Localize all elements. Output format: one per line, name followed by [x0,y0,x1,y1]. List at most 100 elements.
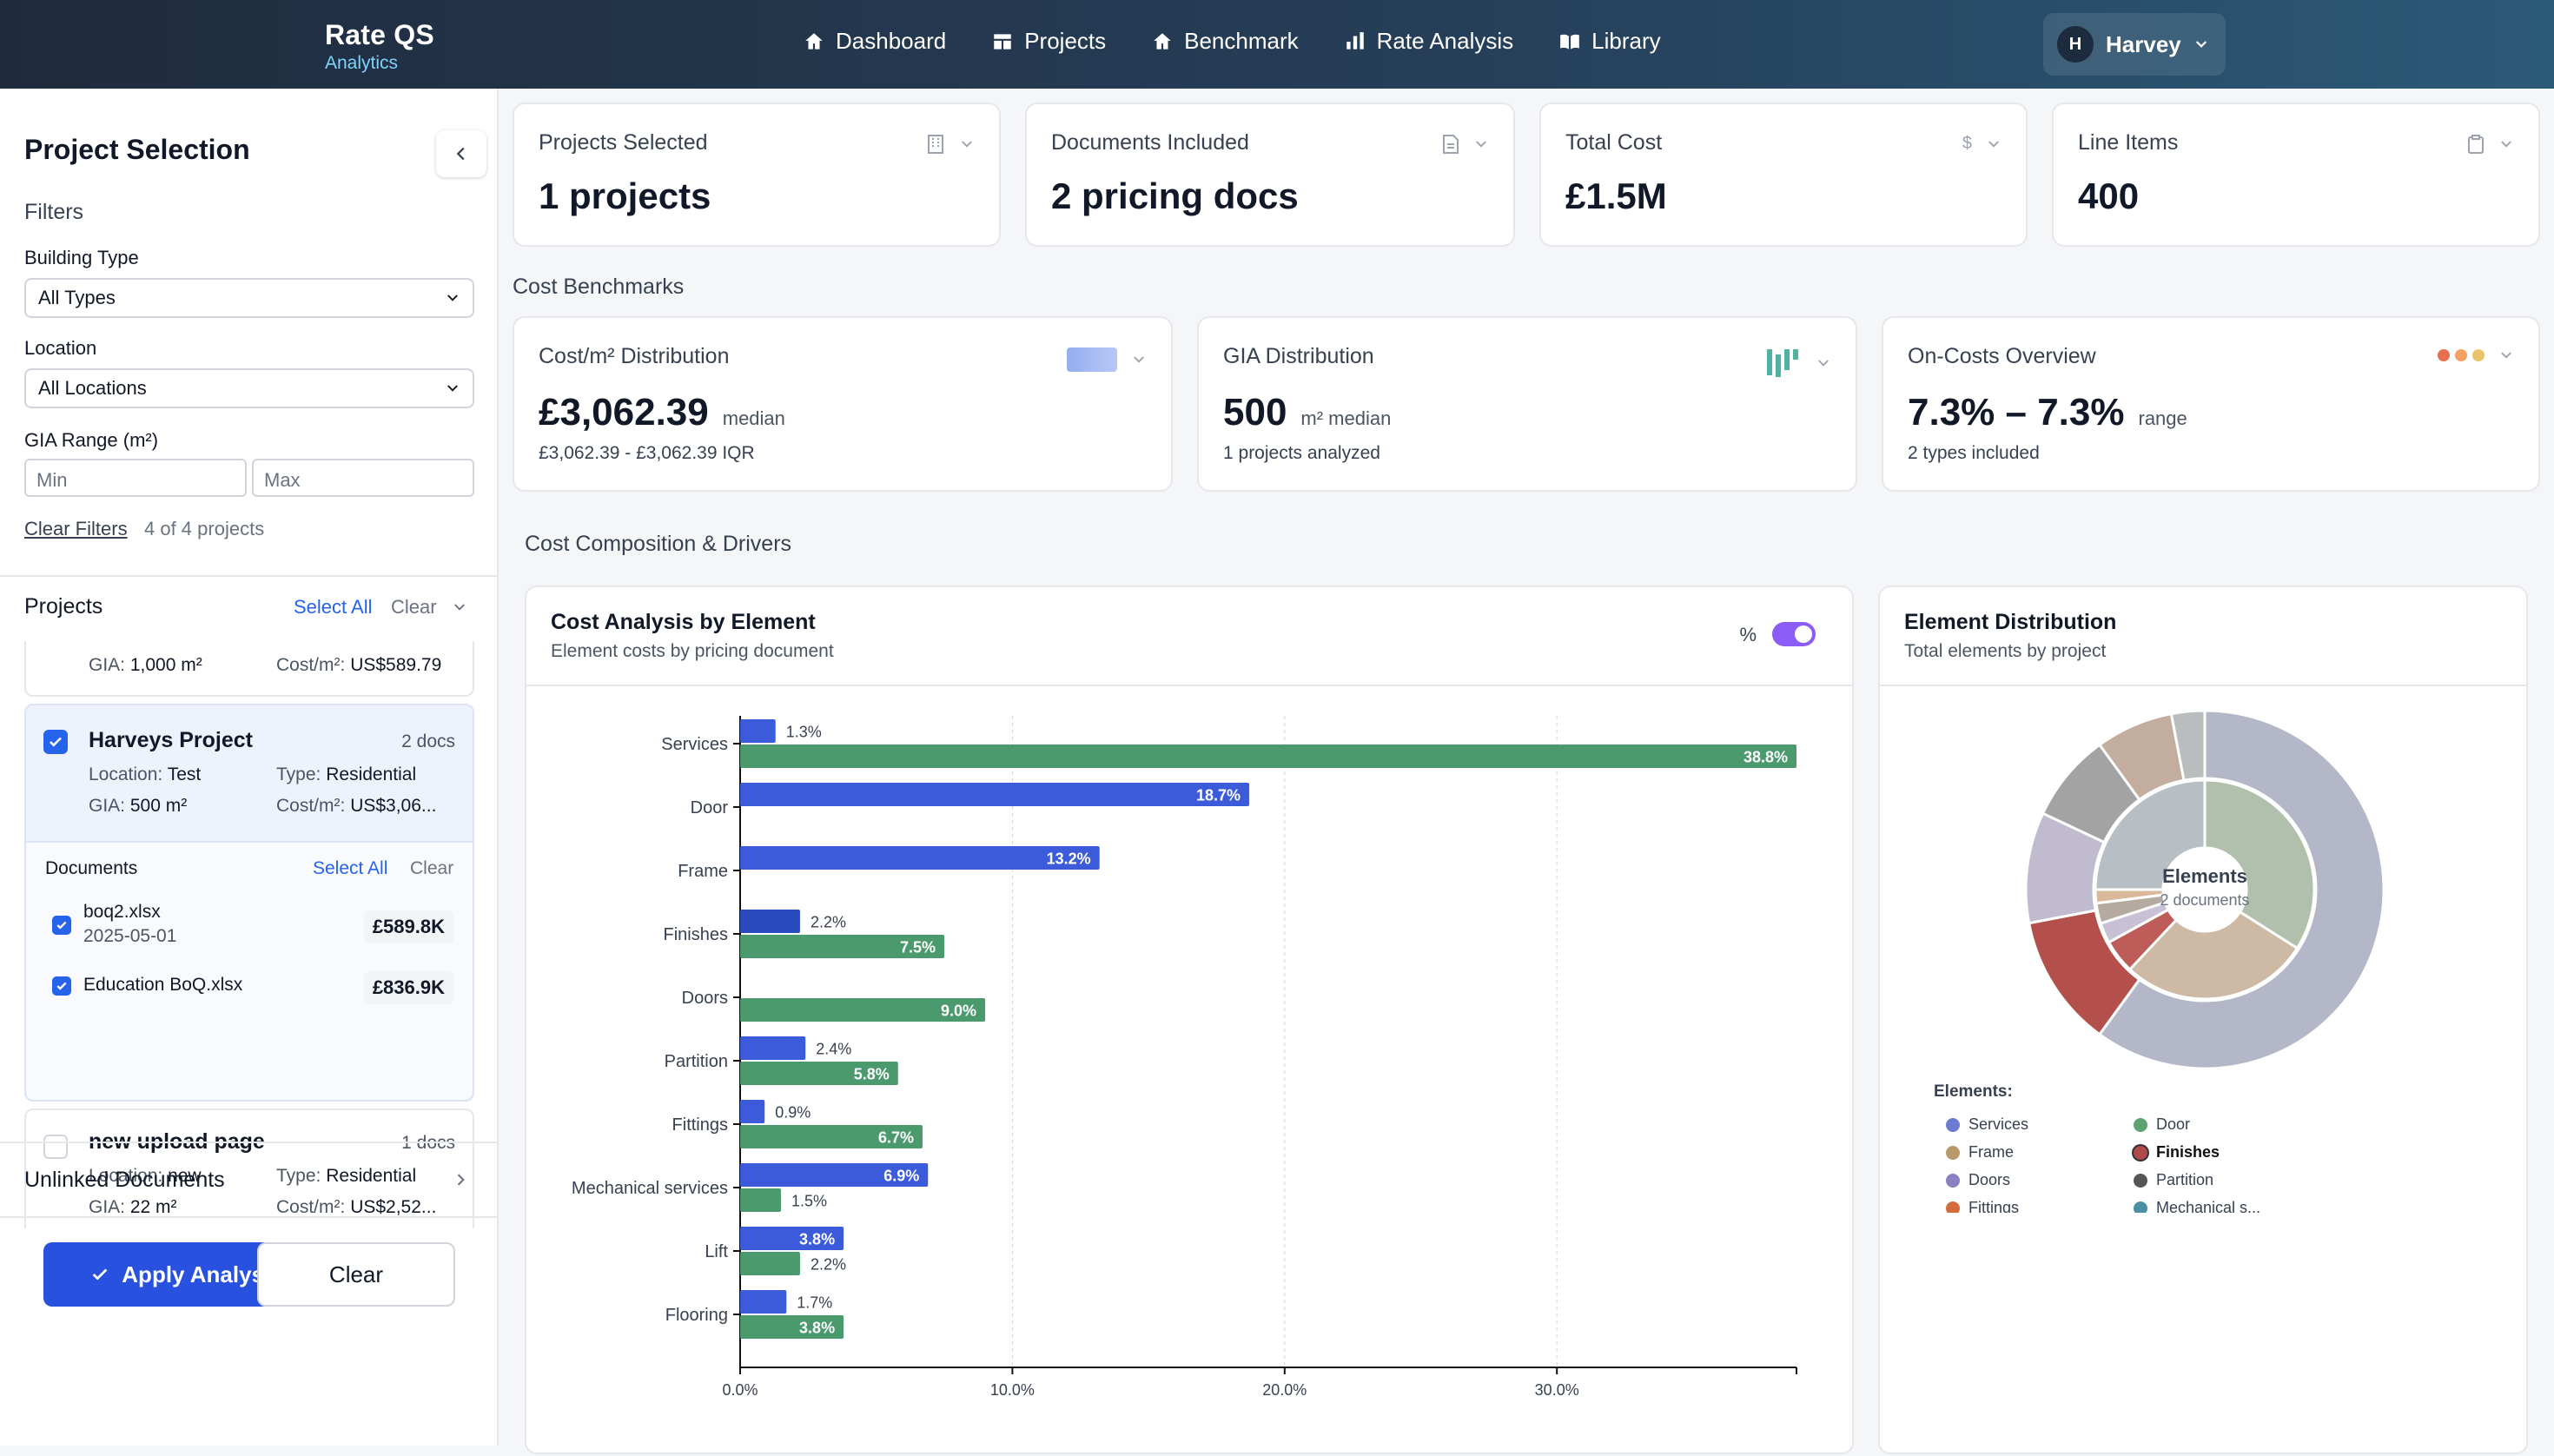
chevron-down-icon[interactable] [2498,347,2514,363]
select-all-docs-link[interactable]: Select All [313,858,388,878]
chevron-down-icon[interactable] [1473,136,1489,152]
y-tick-label: Door [691,798,729,817]
collapse-sidebar-button[interactable] [436,130,486,177]
legend-swatch [2134,1201,2147,1213]
unlinked-documents[interactable]: Unlinked Documents [24,1168,225,1192]
clear-docs-link[interactable]: Clear [410,858,454,878]
stat-label: Total Cost [1565,130,1663,155]
legend-item[interactable]: Frame [1946,1143,2014,1161]
bar-label: 1.7% [797,1294,832,1312]
clear-selection-button[interactable]: Clear [257,1242,455,1307]
nav-benchmark[interactable]: Benchmark [1151,28,1299,55]
bar-Education BoQ.xlsx [740,935,945,958]
chevron-down-icon[interactable] [452,599,467,615]
benchmark-sub: 2 types included [1908,443,2040,463]
bar-label: 3.8% [799,1231,835,1248]
chevron-down-icon[interactable] [2498,136,2514,152]
gia-min-input[interactable]: Min [24,459,247,497]
nav-dashboard[interactable]: Dashboard [803,28,946,55]
project-card-partial[interactable]: GIA: 1,000 m² Cost/m²: US$589.79 [24,641,474,697]
bar-label: 3.8% [799,1320,835,1337]
legend-item[interactable]: Partition [2134,1171,2213,1189]
project-selection-sidebar: Project Selection Filters Building Type … [0,89,499,1446]
stat-label: Projects Selected [539,130,708,155]
y-tick-label: Fittings [672,1115,728,1135]
legend-swatch [1946,1145,1960,1160]
donut-center-subtitle: 2 documents [2160,891,2250,909]
select-all-projects-link[interactable]: Select All [294,596,373,618]
legend-item[interactable]: Finishes [2134,1143,2220,1161]
project-count: 4 of 4 projects [144,518,265,539]
legend-item[interactable]: Door [2134,1115,2190,1134]
chevron-down-icon[interactable] [1816,355,1831,371]
check-icon [56,921,67,930]
legend-item[interactable]: Mechanical s... [2134,1199,2260,1213]
project-doc-count: 1 docs [401,1133,455,1153]
chevron-left-icon [456,147,465,161]
doc-checkbox[interactable] [52,916,71,935]
legend-item[interactable]: Services [1946,1115,2028,1134]
bar-chart-icon [1346,31,1364,50]
clear-projects-link[interactable]: Clear [391,596,437,618]
donut-center-title: Elements [2162,865,2247,887]
location-select[interactable]: All Locations [24,368,474,408]
bar-distribution-icon [1767,349,1798,377]
project-gia: 1,000 m² [129,655,202,675]
nav-label: Benchmark [1184,28,1299,54]
bar-Education BoQ.xlsx [740,1125,923,1148]
clear-filters-link[interactable]: Clear Filters [24,518,128,539]
legend-item[interactable]: Doors [1946,1171,2010,1189]
project-type: Residential [326,764,417,784]
y-tick-label: Flooring [665,1306,728,1325]
chevron-down-icon[interactable] [959,136,975,152]
project-checkbox[interactable] [43,730,68,754]
legend-label: Frame [1968,1143,2015,1161]
cost-composition-heading: Cost Composition & Drivers [525,532,792,556]
chevron-down-icon[interactable] [1986,136,2002,152]
bar-boq2.xlsx [740,846,1100,870]
bar-label: 5.8% [854,1066,890,1083]
inner-slice [2094,778,2207,891]
project-card-selected[interactable]: Harveys Project 2 docs Location: Test Ty… [24,704,474,1102]
bar-Education BoQ.xlsx [740,1188,782,1212]
project-cost: US$2,52... [350,1197,437,1217]
bar-label: 1.3% [786,724,822,741]
cost-bar-chart: 0.0% 10.0% 20.0% 30.0% Services 1.3% 38.8% Door… [572,716,1797,1399]
brand-logo[interactable]: Rate QS Analytics [325,19,434,74]
chevron-right-icon[interactable] [452,1171,469,1188]
check-icon [50,737,62,747]
location-label: Location [24,337,97,359]
user-menu[interactable]: H Harvey [2043,13,2226,76]
nav-rate-analysis[interactable]: Rate Analysis [1344,28,1513,55]
legend-swatch [1946,1201,1960,1213]
bar-boq2.xlsx [740,783,1250,806]
gia-max-input[interactable]: Max [252,459,474,497]
legend-item[interactable]: Fittings [1946,1199,2019,1213]
bar-boq2.xlsx [740,1227,844,1250]
project-checkbox[interactable] [43,1135,68,1159]
bar-label: 2.4% [816,1041,851,1058]
doc-amount: £836.9K [363,971,453,1004]
button-label: Apply Analysis [122,1261,283,1287]
book-icon [1560,34,1579,50]
benchmark-label: GIA Distribution [1223,344,1374,368]
doc-checkbox[interactable] [52,976,71,996]
clipboard-icon [2468,135,2484,154]
project-name: Harveys Project [89,728,254,752]
stat-line-items: Line Items 400 [2052,103,2540,247]
project-location: new [168,1166,202,1186]
nav-library[interactable]: Library [1558,28,1661,55]
app-title: Rate QS [325,19,434,50]
divider [0,1216,497,1218]
y-tick-label: Partition [665,1052,728,1071]
element-donut-chart [2024,709,2385,1070]
cost-benchmarks-heading: Cost Benchmarks [513,275,685,299]
nav-projects[interactable]: Projects [991,28,1106,55]
projects-icon [994,33,1011,50]
benchmark-sub: £3,062.39 - £3,062.39 IQR [539,443,755,463]
user-name: Harvey [2106,30,2181,57]
building-type-select[interactable]: All Types [24,278,474,318]
chevron-down-icon[interactable] [1131,352,1147,367]
percent-toggle[interactable] [1772,622,1816,646]
histogram-icon [1067,347,1117,372]
